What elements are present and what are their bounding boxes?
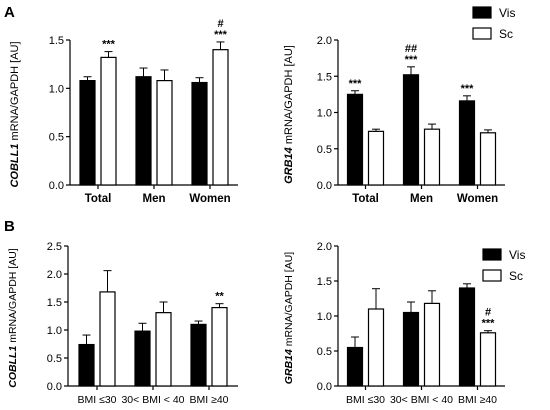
y-tick-label: 2.0 [317,35,332,47]
y-axis-label: COBLL1 mRNA/GAPDH [AU] [9,41,21,187]
x-tick-label: BMI ≥40 [189,394,228,406]
bar-vis [402,74,420,186]
x-tick-label: Total [85,193,112,205]
bar-vis [191,81,208,186]
chart-grb14-by-bmi: 0.0 0.5 1.0 1.5 2.0 GRB14 mRNA/GAPDH [AU] BMI … [283,241,525,406]
x-tick-label: 30< BMI < 40 [121,394,184,406]
y-axis-label: COBLL1 mRNA/GAPDH [AU] [7,248,19,388]
bar-vis [134,330,151,387]
bar-sc [100,56,117,186]
x-tick-label: BMI ≤30 [77,394,116,406]
significance-marker: # [217,18,223,30]
x-tick-label: 30< BMI < 40 [390,394,453,406]
bar-vis [458,100,476,186]
x-tick-label: BMI ≥40 [458,394,497,406]
bar-vis [346,93,364,186]
y-axis-label-unit: mRNA/GAPDH [AU] [283,252,295,350]
bar-sc [423,128,441,186]
bar-vis [458,287,476,387]
y-tick-label: 0.0 [47,381,62,393]
significance-marker: *** [405,54,419,66]
significance-marker: # [485,307,491,319]
bar-sc [212,49,229,186]
legend-label-vis: Vis [499,6,515,20]
panel-letter-a: A [4,4,15,21]
significance-marker: *** [102,39,116,51]
y-axis-label: GRB14 mRNA/GAPDH [AU] [283,252,295,385]
significance-marker: ** [215,291,224,303]
y-tick-label: 0.0 [49,180,64,192]
y-axis-label-unit: mRNA/GAPDH [AU] [7,248,19,346]
legend-swatch-vis [482,248,502,261]
bar-sc [479,332,497,387]
y-tick-label: 1.0 [317,108,332,120]
y-axis-label-unit: mRNA/GAPDH [AU] [9,41,21,143]
legend-swatch-vis [472,6,492,19]
y-tick-label: 2.5 [47,241,62,253]
bar-sc [367,308,385,387]
bar-sc [156,79,173,186]
chart-grb14-by-sex: 0.0 0.5 1.0 1.5 2.0 GRB14 mRNA/GAPDH [AU] *** T… [283,6,515,205]
bar-vis [190,323,207,387]
y-tick-label: 0.5 [47,353,62,365]
significance-marker: *** [214,29,228,41]
y-tick-label: 0.5 [317,144,332,156]
y-axis-label-gene: COBLL1 [7,346,19,388]
bar-vis [346,346,364,387]
bar-vis [79,79,96,186]
y-tick-label: 1.5 [49,35,64,47]
y-tick-label: 1.0 [49,83,64,95]
significance-marker: *** [482,318,496,330]
x-tick-label: Total [352,193,379,205]
bar-sc [423,302,441,387]
significance-marker: *** [461,83,475,95]
legend-label-sc: Sc [499,27,513,41]
y-tick-label: 1.5 [317,71,332,83]
y-axis-label: GRB14 mRNA/GAPDH [AU] [283,45,295,184]
bar-sc [479,132,497,186]
bar-vis [78,343,95,387]
y-tick-label: 1.5 [317,276,332,288]
y-tick-label: 0.5 [317,346,332,358]
significance-marker: ## [405,43,417,55]
x-tick-label: Women [457,193,498,205]
y-axis-label-gene: COBLL1 [9,144,21,188]
bar-sc [155,312,172,387]
y-axis-label-gene: GRB14 [283,147,295,184]
x-tick-label: Women [189,193,230,205]
legend-swatch-sc [472,27,492,40]
legend-swatch-sc [482,269,502,282]
y-axis-label-gene: GRB14 [283,349,295,384]
x-tick-label: BMI ≤30 [346,394,385,406]
y-tick-label: 1.5 [47,297,62,309]
legend-label-vis: Vis [509,248,525,262]
y-tick-label: 1.0 [317,311,332,323]
y-tick-label: 0.0 [317,381,332,393]
bar-vis [135,76,152,186]
chart-cobll1-by-bmi: 0.0 0.5 1.0 1.5 2.0 2.5 COBLL1 mRNA/GAPDH [AU]… [7,241,238,406]
y-tick-label: 2.0 [317,241,332,253]
x-tick-label: Men [410,193,433,205]
y-axis-label-unit: mRNA/GAPDH [AU] [283,45,295,147]
legend-label-sc: Sc [509,269,523,283]
significance-marker: *** [349,78,363,90]
y-tick-label: 1.0 [47,325,62,337]
panel-letter-b: B [4,218,15,235]
bar-sc [99,291,116,387]
y-tick-label: 2.0 [47,269,62,281]
bar-sc [367,130,385,186]
y-tick-label: 0.0 [317,180,332,192]
bar-vis [402,311,420,387]
bar-sc [211,307,228,387]
y-tick-label: 0.5 [49,132,64,144]
x-tick-label: Men [143,193,166,205]
chart-cobll1-by-sex: 0.0 0.5 1.0 1.5 COBLL1 mRNA/GAPDH [AU] *** Tot… [9,18,238,205]
